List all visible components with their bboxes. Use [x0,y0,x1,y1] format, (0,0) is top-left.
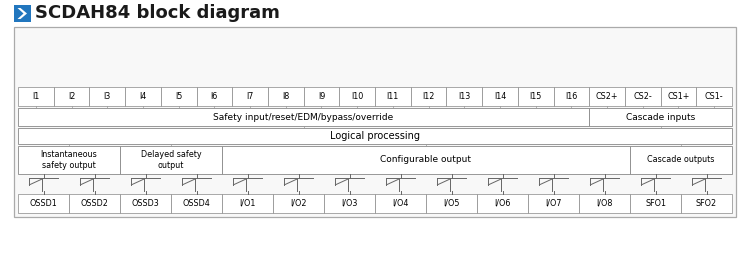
Bar [528,194,579,213]
Bar [222,146,630,174]
Text: OSSD4: OSSD4 [183,199,210,208]
Bar [89,87,125,106]
Text: CS1+: CS1+ [668,92,690,101]
Bar [14,27,736,217]
Bar [273,194,324,213]
Bar [579,194,630,213]
Text: I1: I1 [32,92,40,101]
Text: Instantaneous
safety output: Instantaneous safety output [40,150,98,170]
Text: SFO2: SFO2 [696,199,717,208]
Text: Delayed safety
output: Delayed safety output [141,150,201,170]
Bar [411,87,446,106]
Bar [304,87,339,106]
Bar [69,194,120,213]
Text: Safety input/reset/EDM/bypass/override: Safety input/reset/EDM/bypass/override [214,112,394,122]
Text: I16: I16 [566,92,578,101]
Text: CS2+: CS2+ [596,92,618,101]
Bar [630,194,681,213]
Bar [426,194,477,213]
Bar [18,108,590,126]
Bar [324,194,375,213]
Bar [375,194,426,213]
Bar [446,87,482,106]
Bar [268,87,304,106]
Bar [125,87,160,106]
Text: Configurable output: Configurable output [380,155,472,165]
Bar [681,194,732,213]
Text: I15: I15 [530,92,542,101]
Text: CS1-: CS1- [705,92,724,101]
Bar [625,87,661,106]
Bar [661,87,696,106]
Text: Cascade inputs: Cascade inputs [626,112,695,122]
Text: I14: I14 [494,92,506,101]
Bar [630,146,732,174]
Text: I12: I12 [422,92,435,101]
Bar [120,146,222,174]
Text: OSSD2: OSSD2 [80,199,109,208]
Bar [18,146,120,174]
Text: I/O5: I/O5 [443,199,460,208]
Text: I6: I6 [211,92,218,101]
Bar [120,194,171,213]
Bar [18,194,69,213]
Bar [482,87,518,106]
Bar [375,87,411,106]
Bar [477,194,528,213]
Text: I/O6: I/O6 [494,199,511,208]
Text: I5: I5 [175,92,182,101]
Bar [339,87,375,106]
Bar [196,87,232,106]
Text: SCDAH84 block diagram: SCDAH84 block diagram [35,5,280,23]
Text: I/O7: I/O7 [545,199,562,208]
Bar [590,87,625,106]
Text: Cascade outputs: Cascade outputs [647,155,715,165]
Text: OSSD3: OSSD3 [132,199,159,208]
Text: I2: I2 [68,92,75,101]
Text: Logical processing: Logical processing [330,131,420,141]
Text: I8: I8 [282,92,290,101]
Bar [696,87,732,106]
Text: OSSD1: OSSD1 [30,199,57,208]
Polygon shape [17,8,27,19]
Text: I10: I10 [351,92,363,101]
Bar [18,87,54,106]
Text: I/O3: I/O3 [341,199,358,208]
Bar [18,128,732,144]
Bar [160,87,196,106]
Bar [54,87,89,106]
Bar [14,5,31,22]
Text: CS2-: CS2- [634,92,652,101]
Text: I4: I4 [140,92,146,101]
Bar [554,87,590,106]
Text: I/O2: I/O2 [290,199,307,208]
Bar [590,108,732,126]
Text: I/O4: I/O4 [392,199,409,208]
Text: SFO1: SFO1 [645,199,666,208]
Text: I11: I11 [387,92,399,101]
Text: I7: I7 [246,92,254,101]
Text: I3: I3 [104,92,111,101]
Text: I9: I9 [318,92,326,101]
Bar [232,87,268,106]
Bar [171,194,222,213]
Bar [222,194,273,213]
Text: I/O8: I/O8 [596,199,613,208]
Bar [518,87,554,106]
Text: I13: I13 [458,92,470,101]
Text: I/O1: I/O1 [239,199,256,208]
